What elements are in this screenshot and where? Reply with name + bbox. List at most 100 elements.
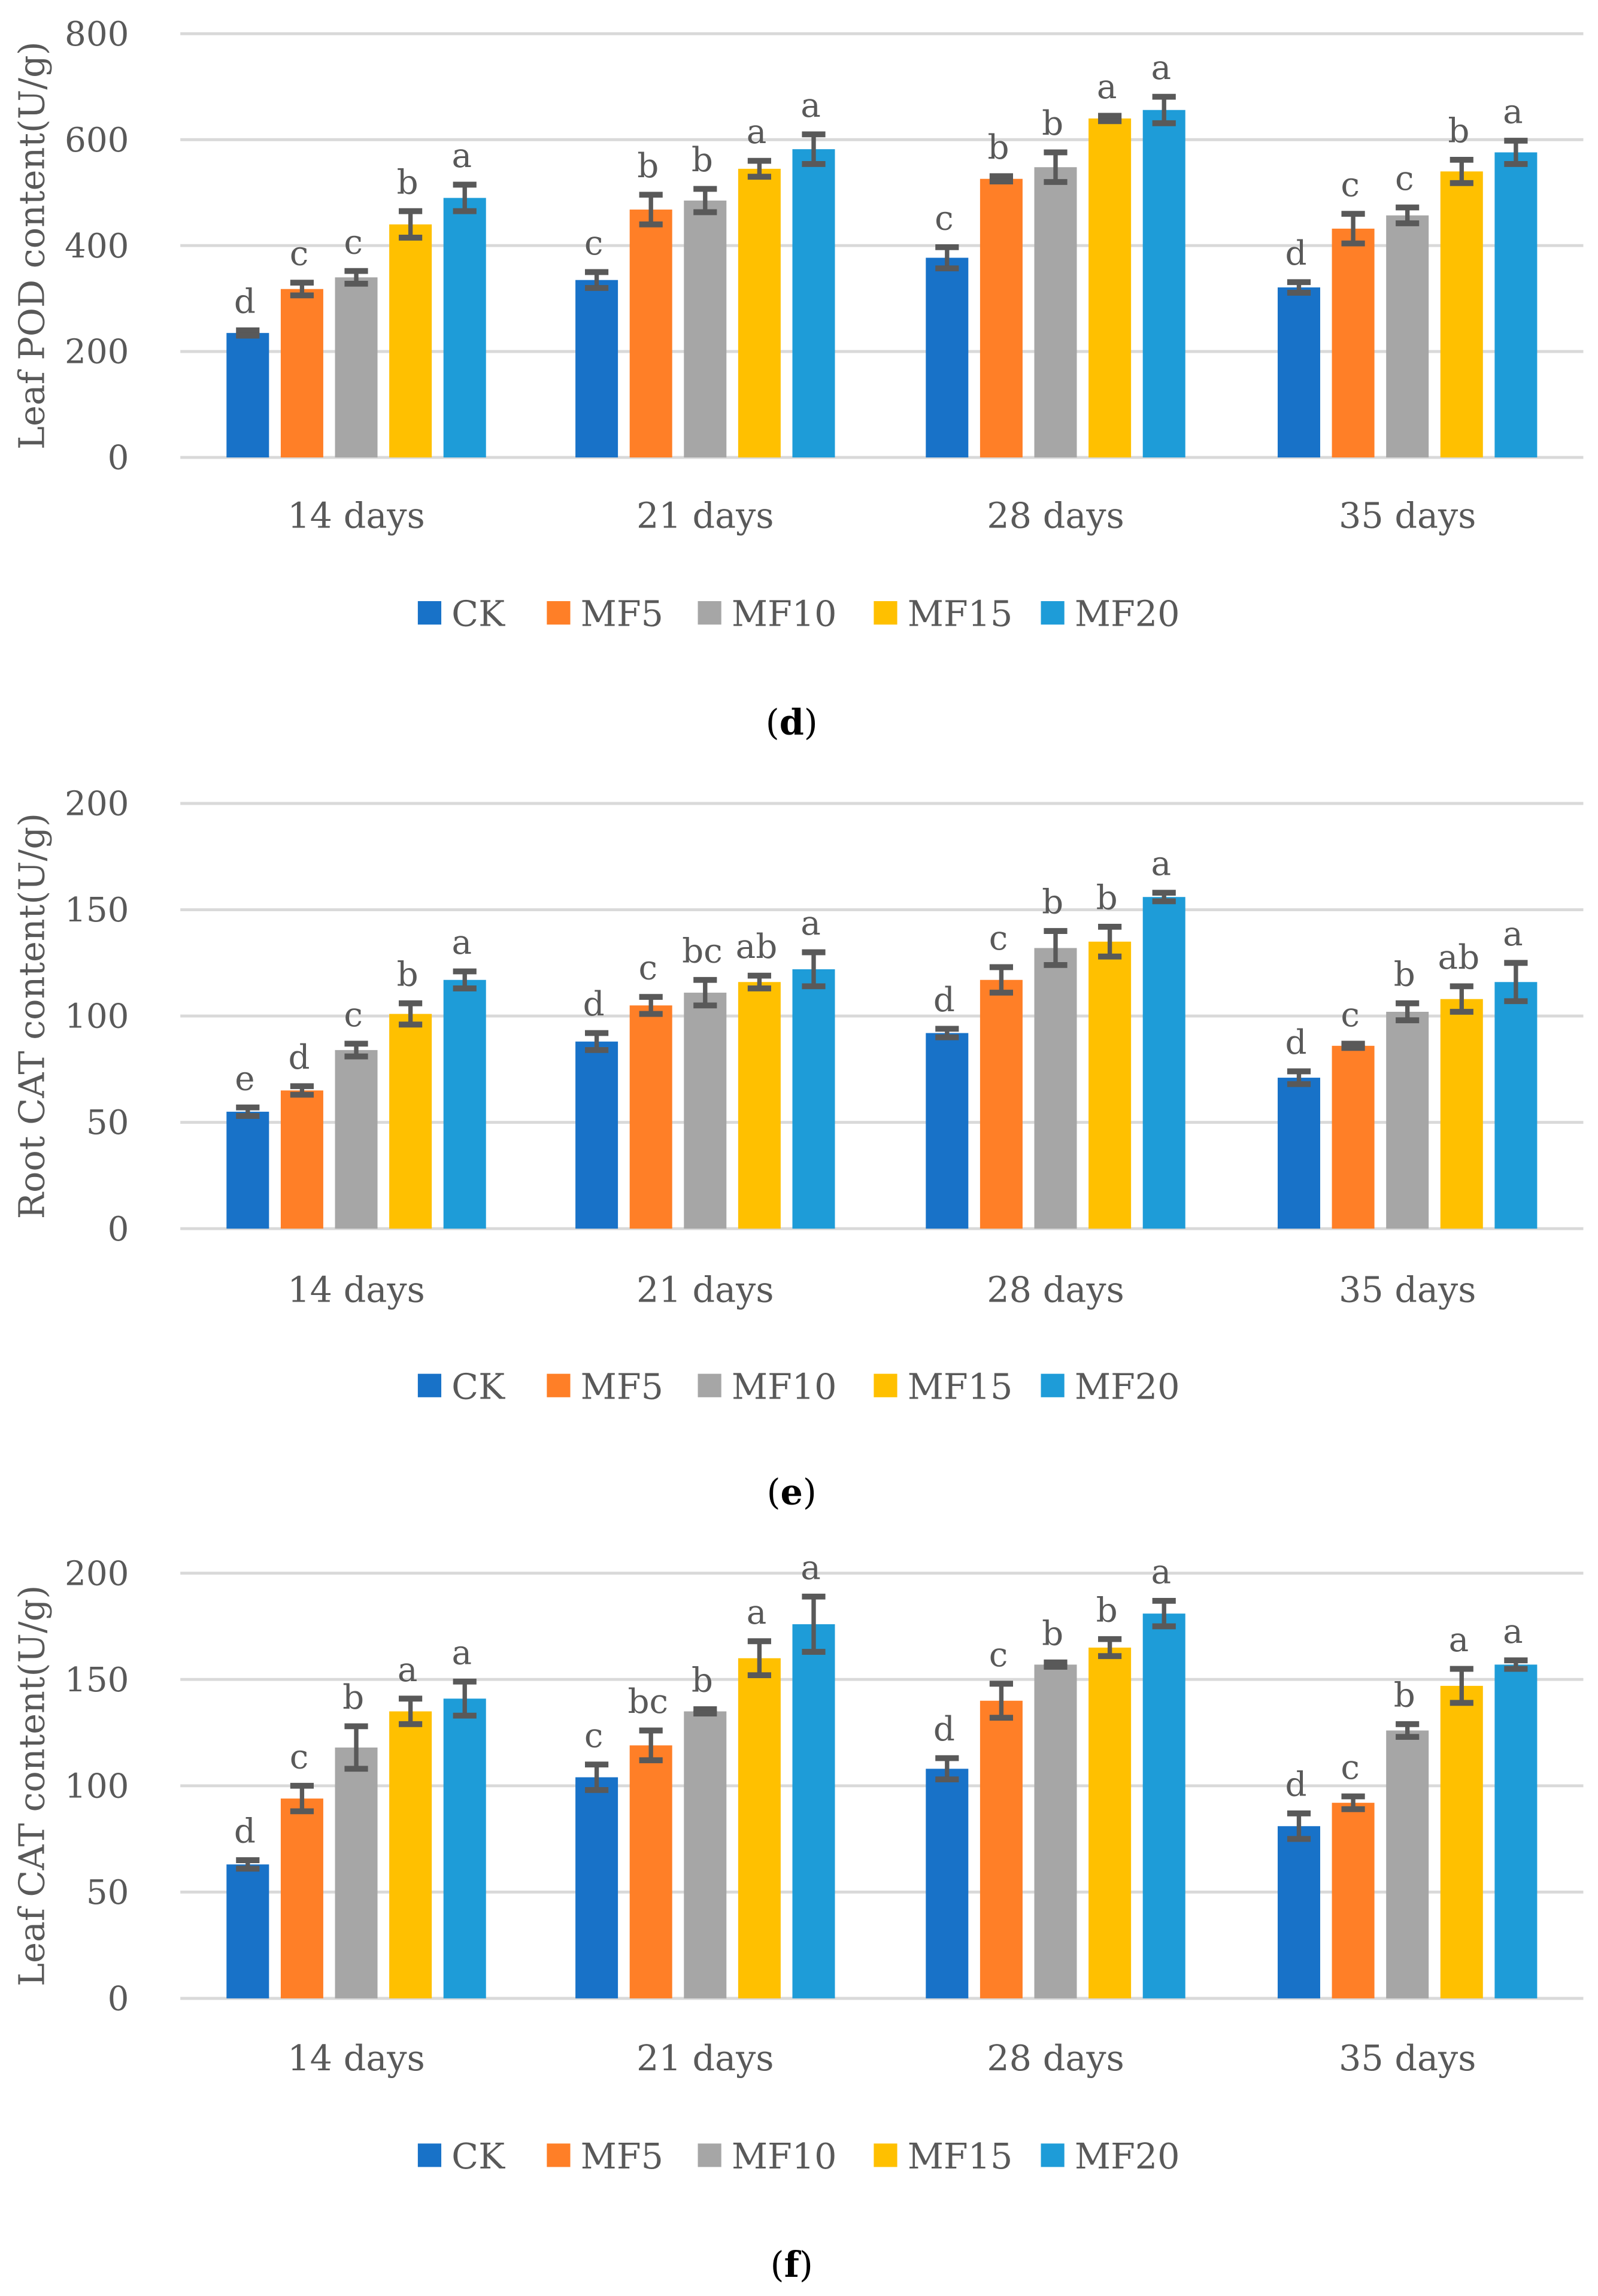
bar-MF10-2 bbox=[1034, 948, 1077, 1229]
bar-MF5-0 bbox=[280, 1090, 323, 1229]
significance-letter: c bbox=[639, 949, 658, 988]
panel-caption: (f) bbox=[771, 2244, 813, 2285]
significance-letter: c bbox=[290, 1737, 309, 1776]
legend-item-MF15: MF15 bbox=[874, 2136, 1012, 2177]
significance-letter: a bbox=[1503, 93, 1523, 132]
legend-swatch bbox=[698, 2143, 721, 2167]
bar-MF20-1 bbox=[792, 969, 835, 1229]
significance-letter: ab bbox=[1438, 938, 1480, 977]
significance-letter: d bbox=[583, 985, 605, 1024]
significance-letter: a bbox=[452, 1633, 472, 1672]
legend-item-MF10: MF10 bbox=[698, 1366, 837, 1407]
panel-letter: f bbox=[784, 2244, 802, 2285]
legend-item-MF5: MF5 bbox=[547, 2136, 663, 2177]
y-tick-label: 150 bbox=[65, 891, 129, 930]
bar-MF10-0 bbox=[335, 277, 378, 458]
bar-MF10-2 bbox=[1034, 1664, 1077, 1998]
significance-letter: c bbox=[290, 235, 309, 274]
significance-letter: c bbox=[1341, 1748, 1360, 1787]
legend-swatch bbox=[874, 2143, 897, 2167]
significance-letter: a bbox=[800, 904, 821, 943]
y-axis-title: Leaf CAT content(U/g) bbox=[11, 1585, 52, 1986]
legend-label: CK bbox=[451, 2136, 505, 2177]
x-tick-label: 28 days bbox=[987, 495, 1124, 536]
significance-letter: c bbox=[584, 1716, 604, 1755]
bar-MF20-3 bbox=[1494, 152, 1538, 458]
bar-MF5-1 bbox=[629, 210, 672, 458]
bar-CK-1 bbox=[575, 280, 618, 458]
y-tick-label: 100 bbox=[65, 1767, 129, 1806]
y-tick-label: 0 bbox=[108, 439, 129, 478]
legend-item-MF10: MF10 bbox=[698, 593, 837, 635]
bar-MF10-2 bbox=[1034, 167, 1077, 458]
bar-MF10-1 bbox=[684, 200, 727, 458]
bar-MF10-1 bbox=[684, 993, 727, 1229]
significance-letter: a bbox=[1503, 1612, 1523, 1651]
significance-letter: b bbox=[1448, 111, 1469, 150]
legend-swatch bbox=[547, 2143, 571, 2167]
legend-label: MF20 bbox=[1075, 2136, 1180, 2177]
significance-letter: c bbox=[935, 199, 954, 238]
legend-label: MF5 bbox=[581, 2136, 663, 2177]
x-tick-label: 21 days bbox=[636, 495, 774, 536]
legend-swatch bbox=[874, 1373, 897, 1397]
x-tick-label: 28 days bbox=[987, 1269, 1124, 1311]
significance-letter: a bbox=[452, 137, 472, 175]
bar-MF10-3 bbox=[1386, 215, 1429, 458]
legend-swatch bbox=[417, 601, 442, 625]
legend-swatch bbox=[417, 2143, 442, 2167]
bar-MF5-3 bbox=[1332, 228, 1375, 458]
significance-letter: bc bbox=[682, 932, 723, 970]
bar-CK-2 bbox=[926, 1033, 969, 1229]
x-tick-label: 21 days bbox=[636, 2037, 774, 2079]
significance-letter: a bbox=[452, 923, 472, 962]
chart-panel-f: 0 50 100 150 200 Leaf CAT content(U/g) 14 days… bbox=[11, 1548, 1584, 2285]
panel-caption: (e) bbox=[767, 1472, 817, 1513]
significance-letter: b bbox=[1394, 955, 1415, 994]
significance-letter: a bbox=[1151, 845, 1172, 884]
x-tick-label: 14 days bbox=[287, 2037, 424, 2079]
panel-letter: d bbox=[780, 702, 804, 743]
bar-MF5-0 bbox=[280, 1798, 323, 1998]
legend-swatch bbox=[698, 1373, 721, 1397]
legend-label: MF5 bbox=[581, 593, 663, 635]
bar-MF15-0 bbox=[389, 224, 432, 458]
legend-label: MF10 bbox=[732, 593, 837, 635]
bar-CK-3 bbox=[1277, 287, 1320, 458]
y-tick-label: 200 bbox=[65, 333, 129, 372]
legend-item-MF20: MF20 bbox=[1041, 1366, 1180, 1407]
bar-MF10-1 bbox=[684, 1711, 727, 1998]
significance-letter: d bbox=[1285, 1766, 1307, 1804]
legend-label: MF15 bbox=[908, 1366, 1013, 1407]
y-tick-label: 50 bbox=[86, 1873, 129, 1912]
bar-CK-0 bbox=[226, 1864, 269, 1998]
bar-CK-3 bbox=[1277, 1078, 1320, 1229]
legend-swatch bbox=[698, 601, 721, 625]
legend-label: CK bbox=[451, 593, 505, 635]
significance-letter: b bbox=[637, 147, 659, 186]
legend-swatch bbox=[1041, 2143, 1065, 2167]
significance-letter: c bbox=[989, 919, 1008, 958]
significance-letter: d bbox=[1285, 234, 1307, 273]
legend-swatch bbox=[1041, 1373, 1065, 1397]
y-tick-label: 0 bbox=[108, 1979, 129, 2018]
significance-letter: c bbox=[344, 996, 363, 1035]
y-tick-label: 0 bbox=[108, 1210, 129, 1249]
legend-item-MF5: MF5 bbox=[547, 593, 663, 635]
bar-MF5-0 bbox=[280, 289, 323, 458]
significance-letter: d bbox=[234, 1812, 256, 1851]
legend-swatch bbox=[1041, 601, 1065, 625]
significance-letter: d bbox=[288, 1038, 310, 1077]
bar-MF20-2 bbox=[1142, 897, 1185, 1229]
bar-MF15-0 bbox=[389, 1014, 432, 1229]
x-tick-label: 21 days bbox=[636, 1269, 774, 1311]
legend-item-MF5: MF5 bbox=[547, 1366, 663, 1407]
significance-letter: b bbox=[692, 141, 713, 180]
legend-label: MF10 bbox=[732, 1366, 837, 1407]
significance-letter: b bbox=[1096, 879, 1118, 918]
significance-letter: c bbox=[1341, 996, 1360, 1035]
significance-letter: c bbox=[1395, 159, 1414, 198]
legend-item-MF20: MF20 bbox=[1041, 2136, 1180, 2177]
bar-CK-3 bbox=[1277, 1826, 1320, 1998]
significance-letter: c bbox=[1341, 166, 1360, 205]
